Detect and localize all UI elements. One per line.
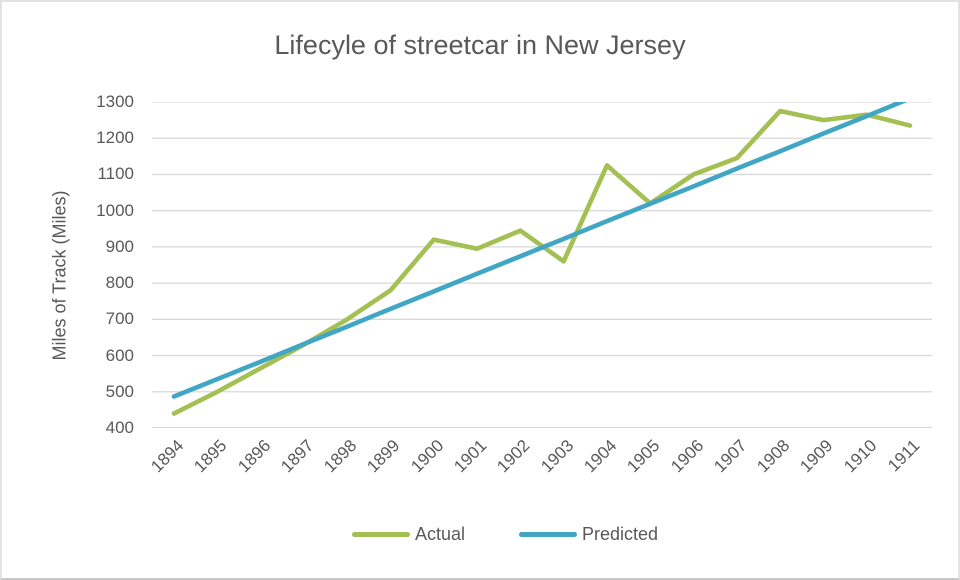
- x-tick-label: 1899: [363, 436, 404, 477]
- x-tick-label: 1904: [580, 436, 621, 477]
- series-line-predicted: [171, 102, 908, 399]
- x-tick-label: 1897: [277, 436, 318, 477]
- x-tick-label: 1910: [839, 436, 881, 477]
- legend-entry-actual: Actual: [351, 524, 465, 545]
- y-tick-label: 800: [105, 273, 134, 293]
- legend-swatch: [351, 532, 410, 537]
- y-tick-label: 600: [105, 345, 134, 365]
- y-tick-label: 1000: [96, 200, 134, 220]
- y-tick-label: 500: [105, 381, 134, 401]
- plot-svg: [152, 102, 932, 428]
- y-tick-label: 400: [105, 418, 134, 437]
- x-tick-label: 1896: [233, 436, 275, 477]
- x-tick-label: 1894: [147, 436, 188, 477]
- x-tick-label: 1901: [450, 436, 491, 477]
- plot-area: [152, 102, 932, 428]
- x-tick-label: 1909: [796, 436, 837, 477]
- legend: Actual Predicted: [2, 524, 958, 545]
- legend-swatch: [518, 532, 577, 537]
- y-tick-label: 900: [105, 236, 134, 256]
- x-tick-label: 1908: [753, 436, 794, 477]
- x-tick-label: 1903: [536, 436, 578, 477]
- x-tick-label: 1907: [710, 436, 751, 477]
- x-tick-label: 1895: [190, 436, 231, 477]
- legend-label-actual: Actual: [414, 524, 465, 544]
- y-tick-label: 1100: [97, 164, 134, 184]
- y-tick-label: 1200: [96, 128, 134, 148]
- legend-label-predicted: Predicted: [581, 524, 659, 544]
- legend-entry-predicted: Predicted: [518, 524, 659, 545]
- x-tick-label: 1900: [407, 436, 448, 477]
- x-tick-label: 1911: [884, 436, 924, 476]
- chart-title: Lifecyle of streetcar in New Jersey: [274, 30, 686, 60]
- x-tick-label: 1905: [623, 436, 664, 477]
- x-tick-label: 1898: [320, 436, 361, 477]
- x-tick-label: 1906: [666, 436, 707, 477]
- series-line-actual: [171, 108, 913, 416]
- y-tick-label: 1300: [96, 92, 134, 111]
- y-tick-label: 700: [105, 309, 134, 329]
- x-tick-label: 1902: [493, 436, 534, 477]
